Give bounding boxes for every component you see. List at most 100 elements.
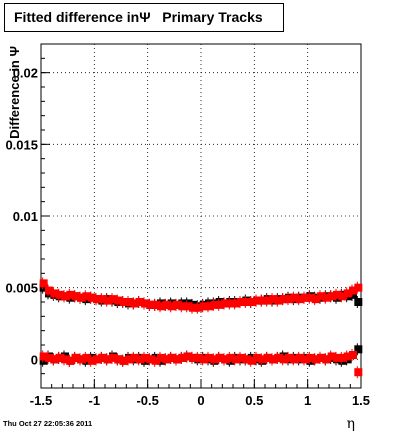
data-point	[66, 290, 75, 299]
y-tick-label: 0.005	[5, 281, 38, 296]
data-point	[301, 293, 309, 302]
data-point	[87, 293, 96, 302]
data-point	[338, 292, 347, 301]
data-point	[87, 356, 96, 365]
data-point	[354, 345, 363, 354]
data-point	[247, 298, 256, 306]
data-point	[205, 302, 213, 311]
data-point	[274, 296, 283, 305]
data-point	[119, 298, 128, 306]
data-point	[215, 300, 224, 309]
data-point	[146, 300, 155, 309]
data-point	[114, 296, 123, 305]
data-point	[77, 355, 85, 364]
data-point	[125, 355, 133, 364]
data-point	[221, 355, 229, 364]
data-point	[247, 356, 256, 365]
chart-title-box: Fitted difference inΨ Primary Tracks	[4, 3, 284, 32]
data-point	[55, 290, 64, 299]
data-point	[354, 368, 363, 377]
data-point	[135, 298, 144, 306]
data-point	[55, 353, 64, 362]
data-point	[103, 296, 112, 305]
data-point	[349, 290, 357, 299]
data-point	[226, 299, 235, 308]
data-point	[173, 300, 181, 309]
data-point	[50, 355, 59, 364]
data-point	[39, 352, 48, 361]
data-point	[263, 296, 272, 305]
data-point	[285, 353, 293, 362]
x-tick-label: -1.5	[30, 393, 52, 408]
data-point	[114, 355, 123, 364]
data-point	[306, 293, 315, 302]
data-point	[167, 302, 176, 311]
data-point	[61, 355, 69, 364]
data-point	[311, 355, 320, 364]
data-point	[285, 295, 293, 304]
data-point	[349, 351, 357, 360]
data-point	[141, 299, 149, 308]
x-axis-label: η	[347, 416, 355, 432]
data-point	[205, 353, 213, 362]
data-point	[141, 353, 149, 362]
data-point	[130, 353, 139, 362]
data-point	[109, 353, 117, 362]
data-point	[178, 302, 187, 311]
data-point	[103, 355, 112, 364]
y-tick-label: 0.02	[13, 66, 38, 81]
data-point	[98, 353, 107, 362]
data-point	[189, 303, 197, 312]
x-tick-label: 0.5	[245, 393, 263, 408]
data-point	[237, 353, 245, 362]
data-point	[301, 355, 309, 364]
data-point	[39, 356, 48, 365]
data-point	[189, 353, 197, 362]
data-point	[253, 353, 261, 362]
data-point	[167, 353, 176, 362]
x-tick-label: 1.5	[352, 393, 370, 408]
data-point	[119, 356, 128, 365]
data-point	[50, 289, 59, 298]
data-point	[135, 355, 144, 364]
data-point	[322, 293, 331, 302]
data-point	[210, 300, 219, 309]
data-point	[183, 302, 192, 311]
data-point	[327, 352, 336, 361]
data-point	[354, 283, 363, 292]
data-point	[343, 352, 352, 361]
data-point	[317, 353, 325, 362]
data-point	[242, 355, 251, 364]
data-point	[231, 355, 240, 364]
y-axis-label: Difference in Ψ	[7, 46, 22, 139]
data-point	[178, 353, 187, 362]
data-point	[173, 355, 181, 364]
data-point	[269, 295, 277, 304]
data-point	[199, 355, 208, 364]
data-point	[45, 353, 53, 362]
data-point	[71, 292, 80, 301]
data-point	[258, 296, 267, 305]
y-tick-label: 0.015	[5, 137, 38, 152]
data-point	[194, 303, 203, 312]
data-point	[82, 353, 91, 362]
data-point	[45, 286, 53, 295]
data-point	[183, 352, 192, 361]
data-point	[199, 302, 208, 311]
data-point	[269, 355, 277, 364]
data-point	[263, 353, 272, 362]
data-point	[221, 299, 229, 308]
data-point	[279, 355, 288, 364]
chart-title: Fitted difference inΨ Primary Tracks	[14, 9, 263, 25]
data-point	[109, 295, 117, 304]
data-point	[71, 353, 80, 362]
data-point	[242, 298, 251, 306]
data-point	[349, 286, 357, 295]
data-point	[295, 353, 304, 362]
data-point	[66, 356, 75, 365]
x-tick-label: 0	[197, 393, 204, 408]
data-point	[253, 296, 261, 305]
footer-timestamp: Thu Oct 27 22:05:36 2011	[3, 419, 93, 428]
data-point	[210, 355, 219, 364]
data-point	[215, 353, 224, 362]
